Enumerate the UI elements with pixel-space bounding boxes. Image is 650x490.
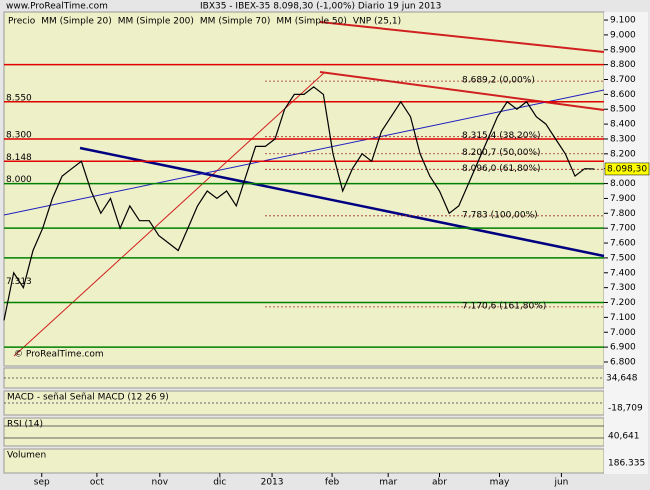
y-tick-label: 8.000 — [610, 179, 636, 189]
panel-value: 186.335 — [608, 459, 645, 469]
panel-label: RSI (14) — [7, 420, 43, 430]
legend-entry: Precio — [8, 17, 36, 27]
panel-label: Volumen — [7, 451, 46, 461]
fib-label: 7.170,6 (161,80%) — [462, 301, 546, 311]
legend-entry: MM (Simple 50) — [276, 17, 346, 27]
y-tick-label: 8.400 — [610, 120, 636, 130]
profile-label: 7.313 — [6, 277, 32, 287]
x-tick-label: may — [490, 478, 510, 488]
y-tick-label: 7.400 — [610, 268, 636, 278]
y-tick-label: 9.100 — [610, 16, 636, 26]
x-tick-label: nov — [152, 478, 169, 488]
x-tick-label: oct — [90, 478, 104, 488]
momentum-value: 34,648 — [606, 374, 638, 384]
y-tick-label: 6.900 — [610, 343, 636, 353]
y-tick-label: 7.800 — [610, 209, 636, 219]
trend-line — [319, 71, 605, 111]
rsi-panel — [3, 417, 605, 447]
y-tick-label: 8.600 — [610, 90, 636, 100]
panel-label: MACD - señal Señal MACD (12 26 9) — [7, 393, 169, 403]
fib-label: 8.200,7 (50,00%) — [462, 148, 541, 158]
y-tick-label: 7.700 — [610, 224, 636, 234]
panel-value: 40,641 — [608, 432, 640, 442]
trend-line — [79, 146, 605, 258]
panel-value: -18,709 — [608, 404, 643, 414]
y-tick-label: 6.800 — [610, 357, 636, 367]
y-tick-label: 8.700 — [610, 75, 636, 85]
chart-title: IBX35 - IBEX-35 8.098,30 (-1,00%) Diario… — [200, 2, 441, 12]
legend-entry: VNP (25,1) — [353, 17, 401, 27]
price-axis — [604, 12, 648, 474]
fib-label: 7.783 (100,00%) — [462, 210, 538, 220]
y-tick-label: 8.300 — [610, 134, 636, 144]
price-line — [3, 86, 595, 321]
profile-label: 8.300 — [6, 130, 32, 140]
fib-label: 8.689,2 (0,00%) — [462, 76, 535, 86]
volume-panel — [3, 448, 605, 474]
x-tick-label: mar — [379, 478, 397, 488]
trend-line — [13, 71, 326, 357]
fib-label: 8.315,4 (38,20%) — [462, 131, 541, 141]
legend-entry: MM (Simple 70) — [200, 17, 270, 27]
y-tick-label: 7.500 — [610, 253, 636, 263]
y-tick-label: 7.000 — [610, 328, 636, 338]
trend-line — [319, 21, 605, 53]
y-tick-label: 7.100 — [610, 313, 636, 323]
legend: Precio MM (Simple 20) MM (Simple 200) MM (S… — [8, 17, 401, 27]
trend-line — [3, 89, 605, 216]
x-tick-label: dic — [213, 478, 226, 488]
x-tick-label: feb — [325, 478, 340, 488]
y-tick-label: 7.600 — [610, 239, 636, 249]
x-tick-label: 2013 — [261, 478, 284, 488]
y-tick-label: 8.500 — [610, 105, 636, 115]
y-tick-label: 7.200 — [610, 298, 636, 308]
fib-label: 8.096,0 (61,80%) — [462, 164, 541, 174]
profile-label: 8.550 — [6, 93, 32, 103]
profile-label: 8.148 — [6, 153, 32, 163]
legend-entry: MM (Simple 20) — [41, 17, 111, 27]
watermark: © ProRealTime.com — [14, 350, 104, 360]
main-panel — [3, 11, 605, 367]
legend-entry: MM (Simple 200) — [118, 17, 194, 27]
x-tick-label: abr — [432, 478, 447, 488]
last-price-label: 8.098,30 — [607, 164, 647, 174]
y-tick-label: 9.000 — [610, 30, 636, 40]
y-tick-label: 8.900 — [610, 45, 636, 55]
site: www.ProRealTime.com — [6, 2, 108, 12]
x-tick-label: jun — [553, 478, 568, 488]
x-tick-label: sep — [34, 478, 50, 488]
y-tick-label: 8.800 — [610, 60, 636, 70]
y-tick-label: 7.900 — [610, 194, 636, 204]
profile-label: 8.000 — [6, 175, 32, 185]
y-tick-label: 8.200 — [610, 149, 636, 159]
y-tick-label: 7.300 — [610, 283, 636, 293]
last-price-box — [604, 162, 650, 176]
